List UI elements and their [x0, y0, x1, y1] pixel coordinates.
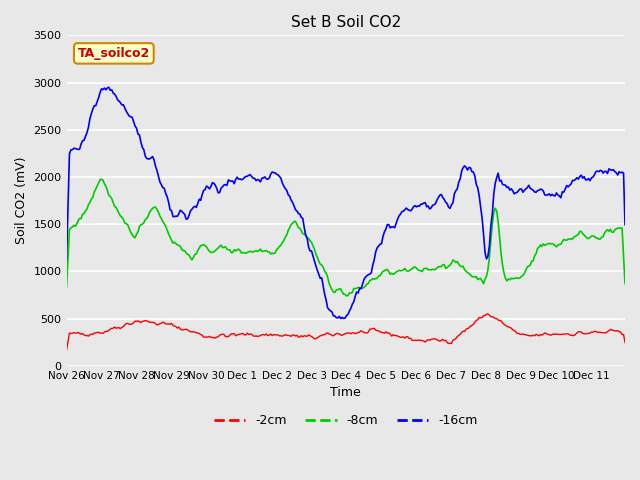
- Y-axis label: Soil CO2 (mV): Soil CO2 (mV): [15, 157, 28, 244]
- Text: TA_soilco2: TA_soilco2: [77, 47, 150, 60]
- Legend: -2cm, -8cm, -16cm: -2cm, -8cm, -16cm: [209, 409, 483, 432]
- X-axis label: Time: Time: [330, 386, 361, 399]
- Title: Set B Soil CO2: Set B Soil CO2: [291, 15, 401, 30]
